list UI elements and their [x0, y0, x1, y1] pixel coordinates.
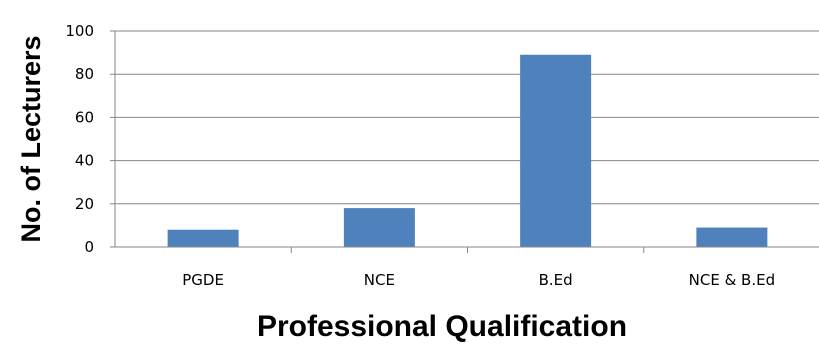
x-category-label: B.Ed: [539, 271, 573, 289]
x-category-label: PGDE: [182, 271, 224, 289]
x-category-labels: PGDE NCE B.Ed NCE & B.Ed: [182, 271, 775, 289]
x-category-label: NCE & B.Ed: [689, 271, 775, 289]
y-tick-label: 0: [84, 238, 94, 256]
bar-nce: [343, 208, 415, 247]
bar-b-ed: [520, 54, 592, 248]
y-tick-labels: 0 20 40 60 80 100: [65, 22, 94, 256]
y-tick-label: 80: [75, 65, 94, 83]
bar-pgde: [167, 229, 239, 247]
y-tick-label: 40: [75, 152, 94, 170]
y-tick-label: 20: [75, 195, 94, 213]
bars: [167, 54, 768, 248]
bar-nce-b-ed: [696, 227, 768, 247]
y-tick-label: 100: [65, 22, 94, 40]
axes: [110, 30, 819, 253]
y-tick-label: 60: [75, 108, 94, 126]
gridlines: [115, 30, 819, 205]
x-category-label: NCE: [364, 271, 395, 289]
y-axis-title: No. of Lecturers: [16, 35, 46, 242]
x-axis-title: Professional Qualification: [257, 310, 627, 343]
